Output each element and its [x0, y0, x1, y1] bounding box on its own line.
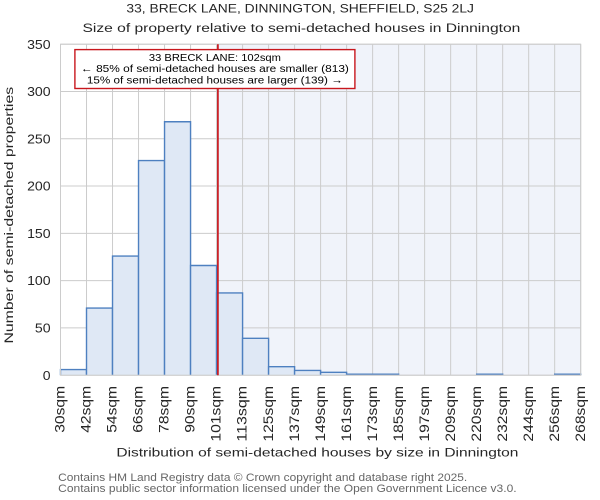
svg-text:90sqm: 90sqm: [183, 386, 198, 433]
svg-text:300: 300: [27, 84, 51, 99]
svg-text:33, BRECK LANE, DINNINGTON, SH: 33, BRECK LANE, DINNINGTON, SHEFFIELD, S…: [126, 2, 474, 16]
svg-text:54sqm: 54sqm: [105, 386, 120, 433]
svg-text:244sqm: 244sqm: [521, 386, 536, 442]
svg-text:101sqm: 101sqm: [209, 386, 224, 442]
svg-text:42sqm: 42sqm: [79, 386, 94, 433]
svg-text:125sqm: 125sqm: [261, 386, 276, 442]
svg-text:0: 0: [43, 368, 51, 383]
svg-text:250: 250: [27, 131, 51, 146]
svg-text:Size of property relative to s: Size of property relative to semi-detach…: [83, 21, 521, 35]
svg-text:← 85% of semi-detached houses: ← 85% of semi-detached houses are smalle…: [81, 64, 349, 75]
svg-text:220sqm: 220sqm: [469, 386, 484, 442]
svg-text:200: 200: [27, 179, 51, 194]
svg-text:268sqm: 268sqm: [573, 386, 588, 442]
svg-text:161sqm: 161sqm: [339, 386, 354, 442]
svg-text:209sqm: 209sqm: [443, 386, 458, 442]
svg-text:Contains HM Land Registry data: Contains HM Land Registry data © Crown c…: [58, 472, 467, 484]
svg-text:173sqm: 173sqm: [365, 386, 380, 442]
svg-text:Contains public sector informa: Contains public sector information licen…: [58, 483, 516, 495]
svg-text:78sqm: 78sqm: [157, 386, 172, 433]
svg-text:232sqm: 232sqm: [495, 386, 510, 442]
svg-text:185sqm: 185sqm: [391, 386, 406, 442]
svg-text:149sqm: 149sqm: [313, 386, 328, 442]
svg-text:66sqm: 66sqm: [131, 386, 146, 433]
svg-text:50: 50: [35, 321, 51, 336]
svg-text:256sqm: 256sqm: [547, 386, 562, 442]
svg-text:350: 350: [27, 37, 51, 52]
svg-text:15% of semi-detached houses ar: 15% of semi-detached houses are larger (…: [87, 76, 343, 87]
svg-text:33 BRECK LANE: 102sqm: 33 BRECK LANE: 102sqm: [149, 53, 281, 64]
svg-text:137sqm: 137sqm: [287, 386, 302, 442]
svg-text:113sqm: 113sqm: [235, 386, 250, 442]
svg-text:Number of semi-detached proper: Number of semi-detached properties: [2, 87, 16, 344]
svg-text:197sqm: 197sqm: [417, 386, 432, 442]
svg-text:30sqm: 30sqm: [53, 386, 68, 433]
svg-text:150: 150: [27, 226, 51, 241]
svg-text:Distribution of semi-detached: Distribution of semi-detached houses by …: [116, 445, 518, 459]
svg-text:100: 100: [27, 273, 51, 288]
